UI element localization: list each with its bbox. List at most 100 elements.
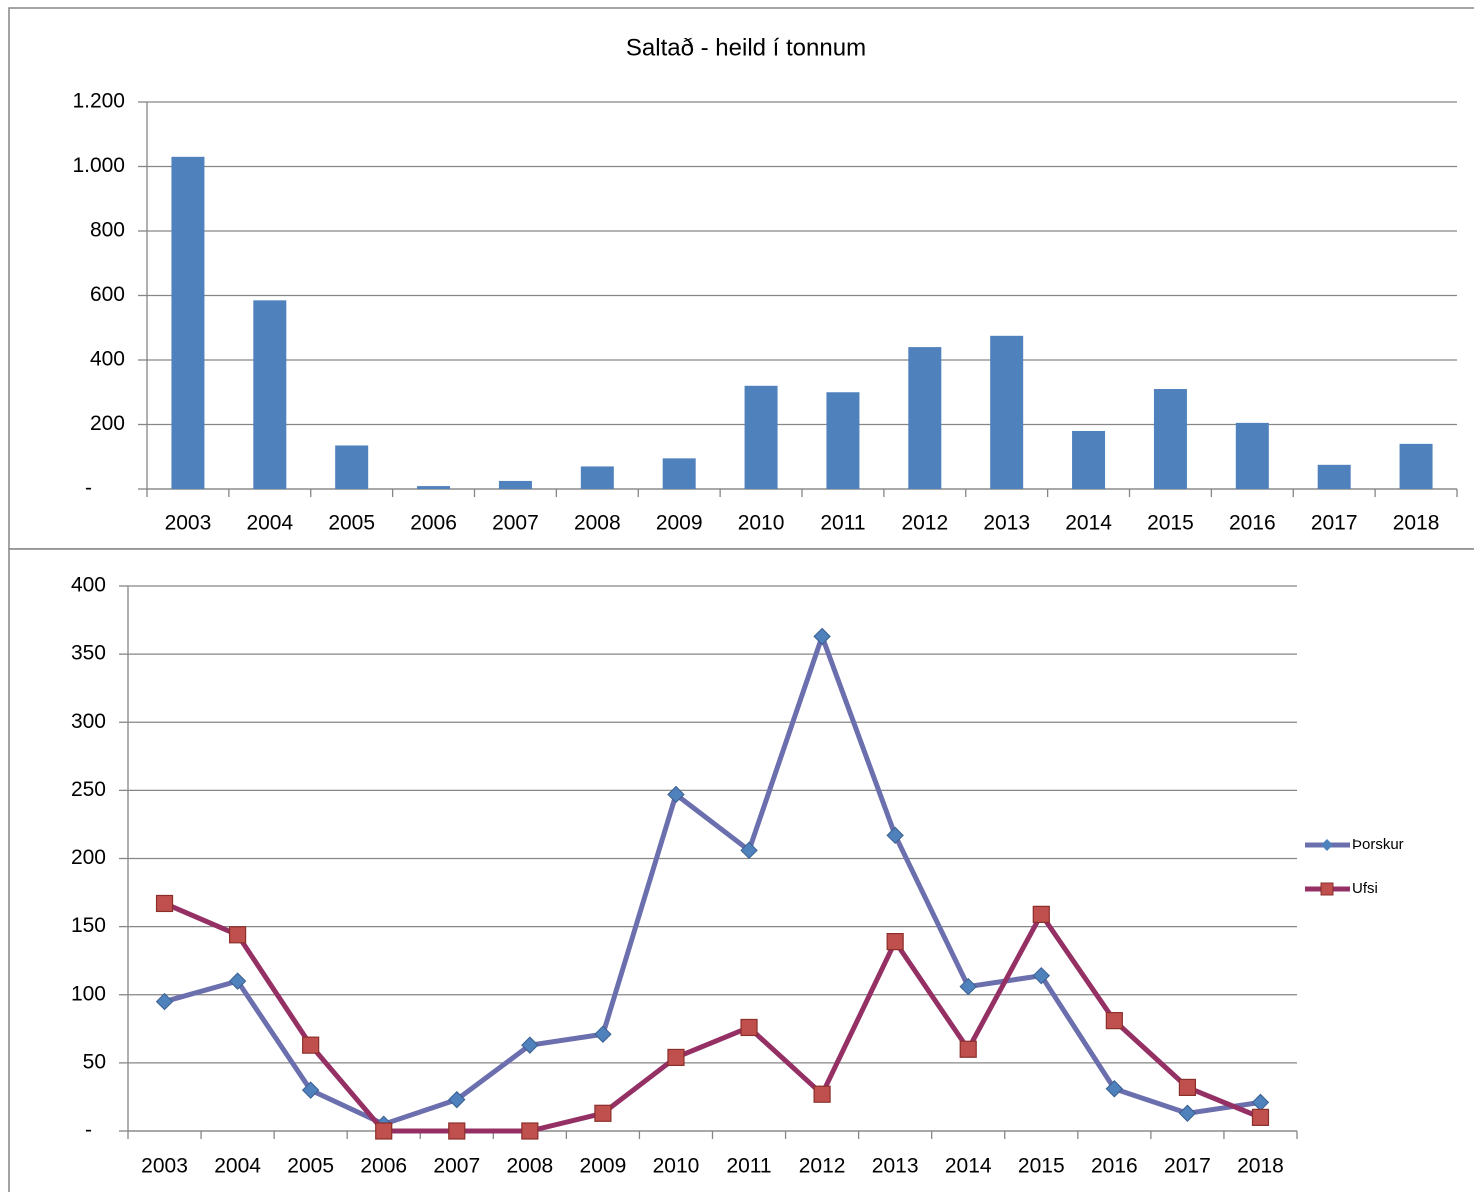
y-tick-label: - <box>85 477 92 500</box>
bar <box>1399 443 1433 489</box>
marker <box>1178 1104 1197 1122</box>
marker <box>1032 905 1050 923</box>
marker <box>667 785 685 804</box>
marker <box>594 1025 612 1043</box>
marker <box>521 1122 539 1140</box>
legend-marker <box>1321 839 1333 851</box>
y-tick-label: 200 <box>90 412 125 435</box>
y-tick-label: 1.200 <box>72 90 125 113</box>
marker <box>302 1036 320 1054</box>
legend-label: Þorskur <box>1352 836 1404 853</box>
x-tick-label: 2011 <box>726 1155 771 1178</box>
marker <box>813 627 831 646</box>
x-tick-label: 2006 <box>360 1155 407 1178</box>
x-tick-label: 2009 <box>580 1155 627 1178</box>
x-tick-label: 2013 <box>872 1155 919 1178</box>
marker <box>886 826 904 845</box>
marker <box>959 1040 977 1058</box>
marker <box>228 972 247 990</box>
bar <box>826 392 860 489</box>
y-tick-label: 250 <box>71 778 106 801</box>
y-tick-label: 600 <box>90 283 125 306</box>
bottom-panel <box>8 548 1474 1192</box>
x-tick-label: 2005 <box>287 1155 334 1178</box>
bar <box>1153 389 1187 489</box>
marker <box>448 1090 466 1109</box>
bar <box>580 466 614 489</box>
bar <box>1235 422 1269 489</box>
series-line <box>163 901 1262 1134</box>
marker <box>521 1036 539 1054</box>
marker <box>959 977 977 996</box>
marker <box>1032 966 1050 985</box>
marker <box>740 1018 758 1037</box>
x-tick-label: 2003 <box>165 512 212 535</box>
x-tick-label: 2016 <box>1091 1155 1138 1178</box>
marker <box>740 841 758 860</box>
bar <box>662 458 696 489</box>
x-tick-label: 2015 <box>1018 1155 1065 1178</box>
bar <box>1317 464 1351 489</box>
chart-title: Saltað - heild í tonnum <box>626 34 866 61</box>
x-tick-label: 2018 <box>1237 1155 1284 1178</box>
marker <box>1105 1080 1124 1098</box>
bar <box>498 480 532 489</box>
x-tick-label: 2003 <box>141 1155 188 1178</box>
x-tick-label: 2017 <box>1164 1155 1211 1178</box>
bar <box>990 335 1024 489</box>
x-tick-label: 2014 <box>945 1155 992 1178</box>
x-tick-label: 2006 <box>410 512 457 535</box>
y-tick-label: 50 <box>83 1050 106 1073</box>
marker <box>1251 1108 1270 1126</box>
bar <box>908 347 942 489</box>
bar <box>253 300 287 489</box>
legend-label: Ufsi <box>1352 880 1378 897</box>
x-tick-label: 2008 <box>506 1155 553 1178</box>
marker <box>448 1122 466 1140</box>
x-tick-label: 2004 <box>214 1155 261 1178</box>
x-tick-label: 2007 <box>433 1155 480 1178</box>
x-tick-label: 2004 <box>246 512 293 535</box>
marker <box>155 992 174 1011</box>
y-tick-label: 150 <box>71 914 106 937</box>
x-tick-label: 2011 <box>820 512 865 535</box>
x-tick-label: 2008 <box>574 512 621 535</box>
series-line <box>163 633 1261 1127</box>
marker <box>1178 1078 1197 1097</box>
x-tick-label: 2018 <box>1393 512 1440 535</box>
y-tick-label: 100 <box>71 982 106 1005</box>
x-tick-label: 2014 <box>1065 512 1112 535</box>
x-tick-label: 2012 <box>901 512 948 535</box>
y-tick-label: - <box>85 1119 92 1142</box>
x-tick-label: 2017 <box>1311 512 1358 535</box>
y-tick-label: 800 <box>90 219 125 242</box>
x-tick-label: 2013 <box>983 512 1030 535</box>
marker <box>886 933 904 951</box>
y-tick-label: 400 <box>90 348 125 371</box>
y-tick-label: 200 <box>71 846 106 869</box>
marker <box>813 1085 831 1103</box>
y-tick-label: 350 <box>71 642 106 665</box>
marker <box>667 1048 685 1067</box>
marker <box>1105 1012 1123 1030</box>
bar <box>744 385 778 489</box>
marker <box>301 1081 320 1099</box>
x-tick-label: 2010 <box>738 512 785 535</box>
bar <box>417 486 451 489</box>
bar <box>171 156 205 489</box>
bar <box>335 445 369 489</box>
x-tick-label: 2010 <box>653 1155 700 1178</box>
x-tick-label: 2007 <box>492 512 539 535</box>
y-tick-label: 400 <box>71 574 106 597</box>
y-tick-label: 1.000 <box>72 154 125 177</box>
legend-marker <box>1320 882 1334 896</box>
x-tick-label: 2009 <box>656 512 703 535</box>
marker <box>155 894 174 913</box>
y-tick-label: 300 <box>71 710 106 733</box>
marker <box>228 926 247 944</box>
x-tick-label: 2012 <box>799 1155 846 1178</box>
bar <box>1072 430 1106 489</box>
marker <box>375 1122 393 1140</box>
marker <box>594 1104 612 1122</box>
